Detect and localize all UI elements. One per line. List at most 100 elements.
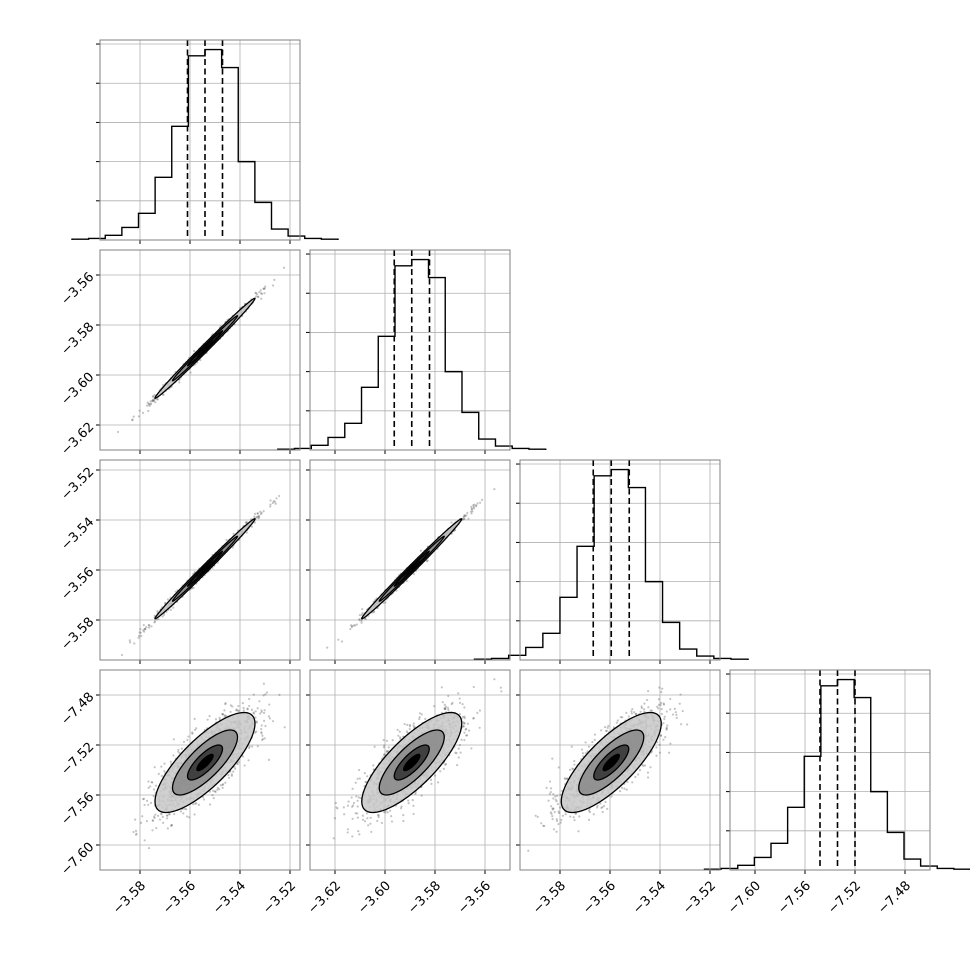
sample-point <box>337 638 340 641</box>
sample-point <box>131 419 134 422</box>
sample-point <box>457 692 460 695</box>
sample-point <box>267 758 271 761</box>
contour-line <box>154 518 256 620</box>
sample-point <box>248 697 251 701</box>
sample-point <box>360 621 363 624</box>
sample-point <box>177 750 180 753</box>
sample-point <box>403 722 406 726</box>
sample-point <box>463 706 466 709</box>
sample-point <box>232 770 235 773</box>
sample-point <box>278 693 281 696</box>
sample-point <box>260 724 263 727</box>
sample-point <box>335 806 338 809</box>
sample-point <box>168 813 171 816</box>
sample-point <box>156 814 160 817</box>
contour-line <box>378 535 445 602</box>
sample-point <box>160 774 163 778</box>
sample-point <box>274 502 277 505</box>
sample-point <box>350 624 353 627</box>
sample-point <box>134 829 138 832</box>
sample-point <box>443 706 446 710</box>
sample-point <box>457 756 460 759</box>
sample-point <box>225 538 228 542</box>
sample-point <box>149 402 153 405</box>
sample-point <box>472 685 475 689</box>
sample-point <box>116 430 120 434</box>
sample-point <box>400 805 403 808</box>
sample-point <box>149 801 153 804</box>
sample-point <box>221 786 224 790</box>
sample-point <box>373 745 376 748</box>
sample-point <box>261 737 264 741</box>
sample-point <box>156 398 159 401</box>
sample-point <box>156 398 159 401</box>
sample-point <box>245 520 248 524</box>
sample-point <box>218 788 221 791</box>
sample-point <box>172 606 175 609</box>
sample-point <box>361 608 364 611</box>
sample-point <box>255 516 258 519</box>
sample-point <box>242 709 245 712</box>
sample-point <box>143 628 146 631</box>
sample-point <box>461 703 464 706</box>
sample-point <box>229 710 232 714</box>
sample-point <box>135 832 138 835</box>
sample-point <box>256 512 259 515</box>
contour-line <box>154 711 256 814</box>
sample-point <box>271 284 275 287</box>
sample-point <box>256 295 260 299</box>
sample-point <box>244 521 247 524</box>
sample-point <box>390 820 394 823</box>
sample-point <box>191 732 194 735</box>
sample-point <box>248 704 251 708</box>
sample-point <box>230 773 233 776</box>
sample-point <box>465 734 468 737</box>
sample-point <box>224 714 228 718</box>
sample-point <box>472 506 475 509</box>
sample-point <box>444 705 448 708</box>
sample-point <box>462 515 465 519</box>
sample-point <box>351 624 354 628</box>
sample-point <box>250 525 253 528</box>
sample-point <box>212 789 215 792</box>
sample-point <box>463 515 466 518</box>
sample-point <box>382 753 386 757</box>
sample-point <box>145 626 148 629</box>
sample-point <box>357 768 361 772</box>
sample-point <box>468 729 471 732</box>
sample-point <box>408 723 412 727</box>
sample-point <box>195 802 198 805</box>
sample-point <box>255 720 258 723</box>
sample-point <box>456 763 459 767</box>
sample-point <box>153 815 156 818</box>
sample-point <box>187 735 190 738</box>
sample-point <box>459 751 462 754</box>
sample-point <box>358 833 361 836</box>
sample-point <box>386 749 389 753</box>
sample-point <box>257 514 260 518</box>
sample-point <box>253 521 256 524</box>
sample-point <box>269 505 272 508</box>
sample-point <box>257 295 260 298</box>
sample-point <box>222 713 225 716</box>
sample-point <box>261 734 264 737</box>
sample-point <box>384 601 387 604</box>
contour-line <box>186 330 224 367</box>
sample-point <box>419 549 422 552</box>
sample-point <box>350 796 353 799</box>
sample-point <box>147 786 150 789</box>
sample-point <box>163 762 166 765</box>
sample-point <box>142 629 145 632</box>
sample-point <box>283 726 286 729</box>
sample-point <box>139 631 142 634</box>
sample-point <box>223 709 226 712</box>
sample-point <box>143 803 146 807</box>
sample-point <box>134 818 137 821</box>
sample-point <box>231 546 234 549</box>
sample-point <box>211 794 214 797</box>
sample-point <box>420 794 423 797</box>
sample-point <box>434 774 437 777</box>
sample-point <box>212 797 215 800</box>
sample-point <box>467 517 470 520</box>
sample-point <box>230 774 233 777</box>
